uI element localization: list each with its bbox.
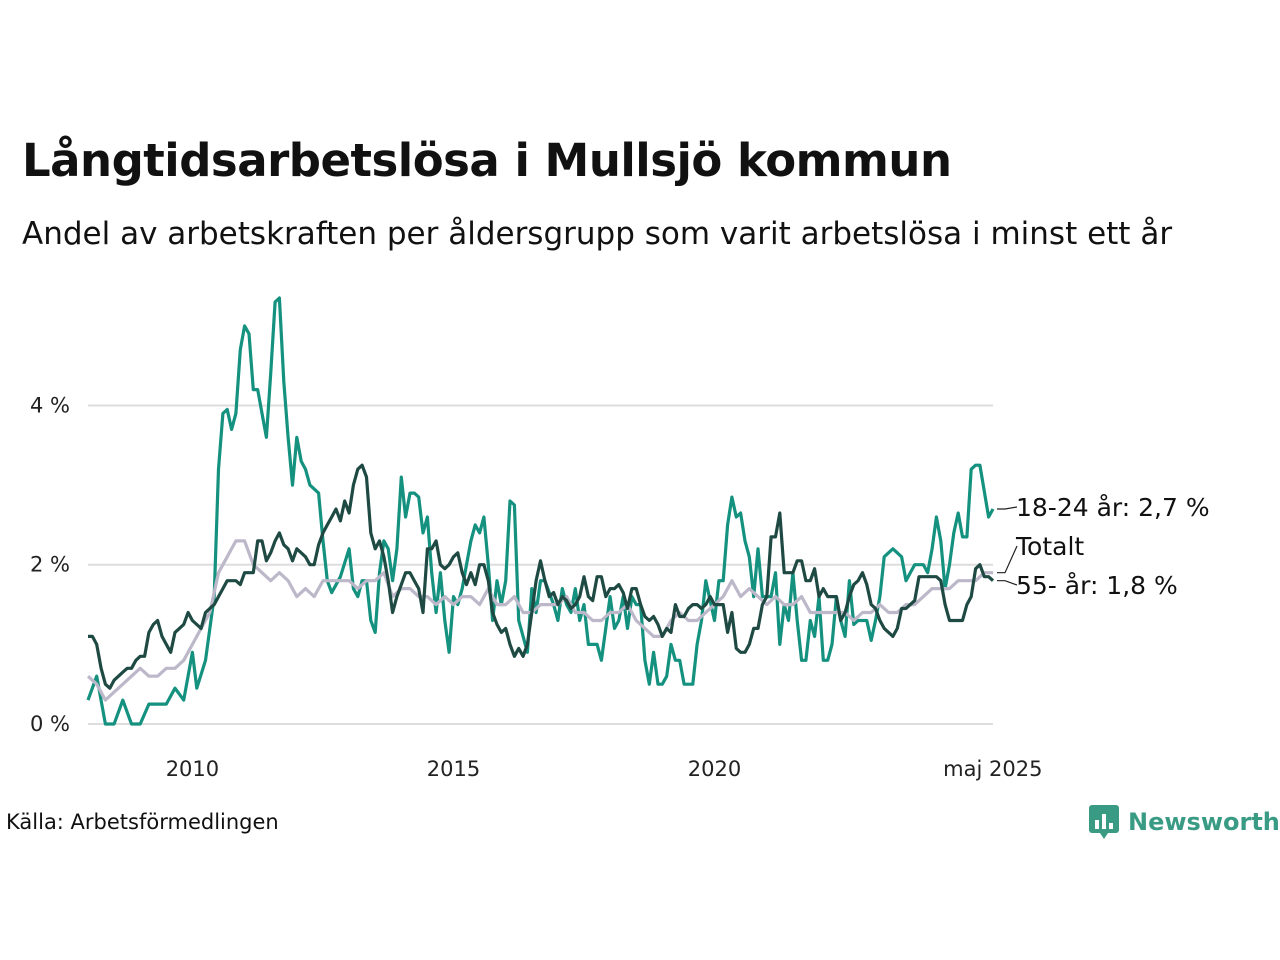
series-lines [86, 296, 995, 726]
y-tick-label: 2 % [30, 553, 70, 577]
series-line-1 [86, 539, 993, 702]
leader-line [997, 545, 1018, 574]
brand-name: Newsworthy [1128, 808, 1280, 836]
series-line-0 [86, 296, 995, 726]
series-end-label: 18-24 år: 2,7 % [1016, 493, 1210, 522]
x-tick-label: 2015 [427, 757, 480, 781]
y-tick-label: 4 % [30, 393, 70, 417]
x-tick-label: 2020 [688, 757, 741, 781]
chart-subtitle: Andel av arbetskraften per åldersgrupp s… [22, 216, 1173, 252]
x-axis-ticks: 2010 2015 2020 maj 2025 [166, 757, 1043, 781]
brand-logo: Newsworthy [1088, 804, 1280, 840]
leader-line [997, 506, 1018, 510]
y-tick-label: 0 % [30, 712, 70, 736]
newsworthy-logo-icon [1089, 805, 1119, 839]
series-end-label: Totalt [1015, 532, 1084, 561]
y-axis-ticks: 0 % 2 % 4 % [30, 393, 70, 736]
x-tick-label: maj 2025 [943, 757, 1042, 781]
series-line-2 [88, 463, 995, 690]
source-note: Källa: Arbetsförmedlingen [6, 810, 279, 834]
series-end-label: 55- år: 1,8 % [1016, 571, 1178, 600]
x-tick-label: 2010 [166, 757, 219, 781]
end-labels: 18-24 år: 2,7 % Totalt 55- år: 1,8 % [997, 493, 1210, 600]
leader-line [997, 580, 1018, 586]
chart-title: Långtidsarbetslösa i Mullsjö kommun [22, 134, 952, 187]
